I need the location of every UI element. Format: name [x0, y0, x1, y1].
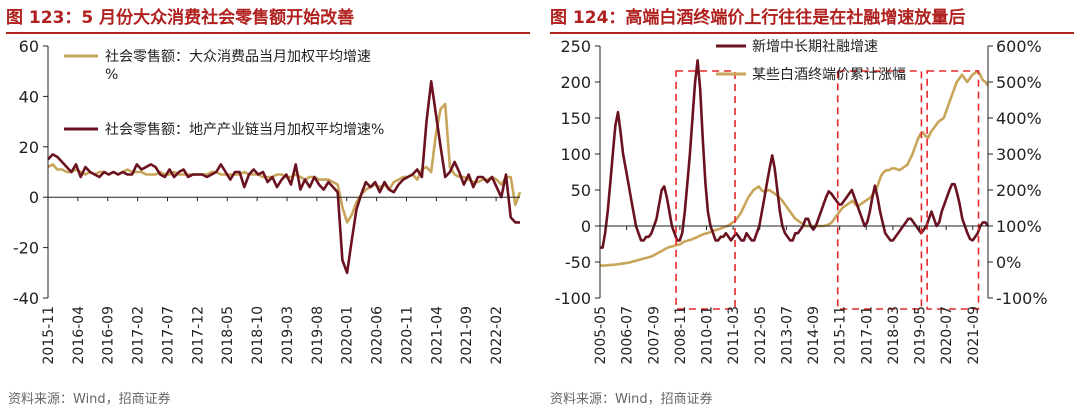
chart1-legend: 社会零售额：大众消费品当月加权平均增速 % 社会零售额：地产产业链当月加权平均增…: [64, 49, 384, 138]
x-tick-label: 2018-10: [250, 306, 266, 365]
legend-label-series1: 新增中长期社融增速: [752, 39, 878, 55]
y-tick-label-left: 100: [560, 145, 591, 164]
series-line-2: [600, 69, 990, 267]
y-tick-label: 0: [29, 188, 39, 207]
series-line-2: [47, 80, 520, 275]
series-line-1: [600, 59, 990, 249]
x-tick-label: 2013-07: [779, 306, 795, 365]
y-tick-label-left: 200: [560, 73, 591, 92]
chart-1: 社会零售额：大众消费品当月加权平均增速 % 社会零售额：地产产业链当月加权平均增…: [13, 37, 522, 365]
y-tick-label-right: 600%: [996, 37, 1042, 56]
highlight-box-2: [836, 70, 923, 310]
x-tick-label: 2006-07: [620, 306, 636, 365]
y-tick-label-right: 400%: [996, 109, 1042, 128]
y-tick-label-right: 100%: [996, 217, 1042, 236]
x-tick-label: 2019-03: [280, 306, 296, 365]
highlight-box-3: [926, 70, 980, 310]
x-tick-label: 2016-04: [71, 306, 87, 365]
y-tick-label: -40: [13, 289, 39, 308]
y-tick-label-right: 200%: [996, 181, 1042, 200]
x-tick-label: 2020-07: [939, 306, 955, 365]
legend-label-series1-percent: %: [105, 67, 118, 83]
x-tick-label: 2021-09: [966, 306, 982, 365]
x-tick-label: 2020-11: [399, 306, 415, 365]
y-tick-label-left: -50: [565, 253, 591, 272]
panel1-source: 资料来源：Wind，招商证券: [8, 392, 171, 407]
x-tick-label: 2005-05: [593, 306, 609, 365]
y-tick-label: 20: [19, 138, 39, 157]
legend-label-series1: 社会零售额：大众消费品当月加权平均增速: [105, 49, 371, 65]
y-tick-label: -20: [13, 239, 39, 258]
y-tick-label-left: -100: [555, 289, 591, 308]
panel2-title: 图 124：高端白酒终端价上行往往是在社融增速放量后: [550, 8, 966, 28]
y-tick-label-left: 250: [560, 37, 591, 56]
legend-label-series2: 社会零售额：地产产业链当月加权平均增速%: [105, 122, 384, 138]
x-tick-label: 2016-09: [101, 306, 117, 365]
legend-label-series2: 某些白酒终端价累计涨幅: [752, 67, 906, 83]
x-tick-label: 2021-09: [459, 306, 475, 365]
y-tick-label-right: 500%: [996, 73, 1042, 92]
x-tick-label: 2014-09: [806, 306, 822, 365]
y-tick-label-right: 300%: [996, 145, 1042, 164]
x-tick-label: 2017-02: [131, 306, 147, 365]
x-tick-label: 2007-09: [646, 306, 662, 365]
x-tick-label: 2020-06: [370, 306, 386, 365]
x-tick-label: 2011-03: [726, 306, 742, 365]
panel1-title-rule: [6, 32, 530, 34]
y-tick-label: 60: [19, 37, 39, 56]
panel1-title: 图 123：5 月份大众消费社会零售额开始改善: [6, 8, 355, 28]
x-tick-label: 2017-07: [160, 306, 176, 365]
x-tick-label: 2021-04: [429, 306, 445, 365]
chart2-legend: 新增中长期社融增速 某些白酒终端价累计涨幅: [716, 39, 906, 83]
y-tick-label-left: 150: [560, 109, 591, 128]
x-tick-label: 2017-12: [190, 306, 206, 365]
x-tick-label: 2015-11: [833, 306, 849, 365]
x-tick-label: 2008-11: [673, 306, 689, 365]
y-tick-label-right: -100%: [996, 289, 1048, 308]
x-tick-label: 2010-01: [700, 306, 716, 365]
x-tick-label: 2018-03: [886, 306, 902, 365]
x-tick-label: 2012-05: [753, 306, 769, 365]
x-tick-label: 2020-01: [340, 306, 356, 365]
highlight-box-1: [675, 70, 736, 310]
x-tick-label: 2019-08: [310, 306, 326, 365]
x-tick-label: 2019-05: [913, 306, 929, 365]
panel2-source: 资料来源：Wind，招商证券: [550, 392, 713, 407]
y-tick-label-left: 0: [581, 217, 591, 236]
panel2-title-rule: [550, 32, 1074, 34]
x-tick-label: 2017-01: [859, 306, 875, 365]
x-tick-label: 2018-05: [220, 306, 236, 365]
x-tick-label: 2015-11: [41, 306, 57, 365]
x-tick-label: 2022-02: [489, 306, 505, 365]
y-tick-label-left: 50: [571, 181, 591, 200]
chart-2: 新增中长期社融增速 某些白酒终端价累计涨幅 250 200 150 100 50 0 -50…: [555, 37, 1048, 365]
y-tick-label-right: 0%: [996, 253, 1021, 272]
y-tick-label: 40: [19, 87, 39, 106]
